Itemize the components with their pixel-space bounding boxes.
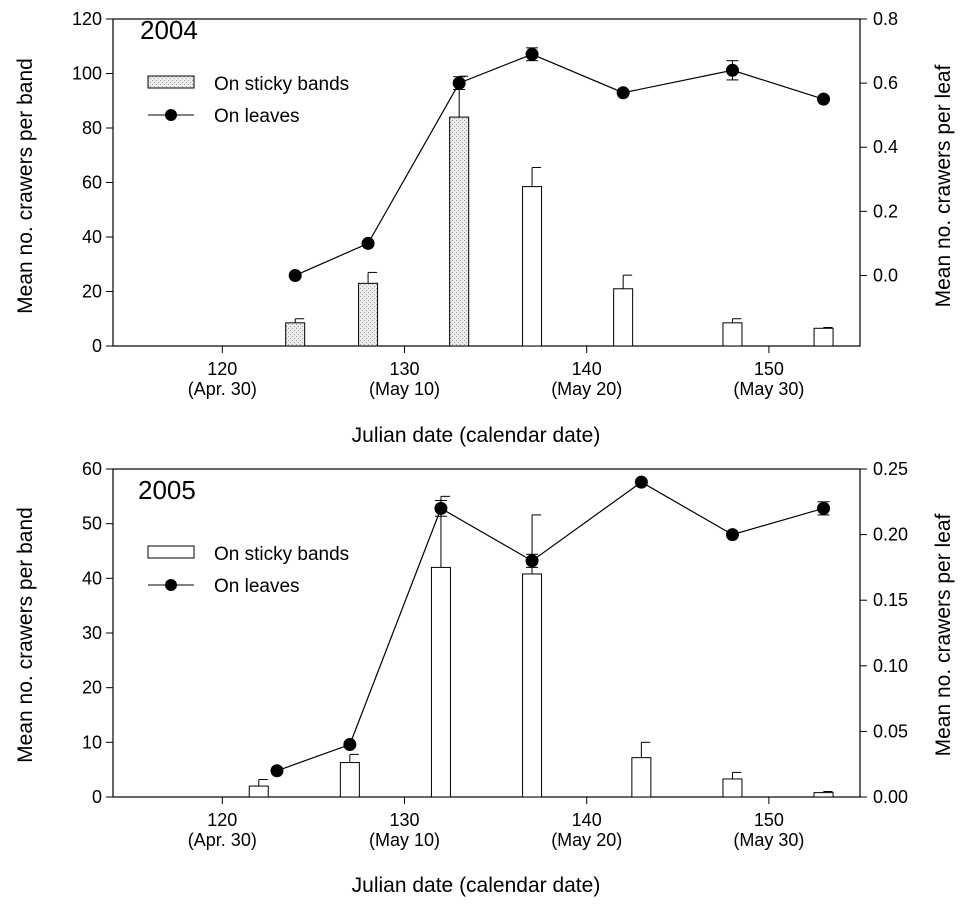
x-tick-sublabel: (Apr. 30) — [188, 830, 257, 850]
chart-panel-2005: 2005 Mean no. crawers per band Mean no. … — [14, 459, 955, 897]
x-tick-sublabel: (May 10) — [369, 379, 440, 399]
data-point — [634, 475, 648, 489]
panel-year-label: 2005 — [138, 475, 196, 505]
y-tick-label: 20 — [82, 282, 102, 302]
y2-tick-label: 0.25 — [873, 459, 908, 479]
x-tick-label: 130 — [389, 359, 419, 379]
data-point — [725, 63, 739, 77]
bar — [722, 778, 743, 798]
legend-marker — [165, 109, 177, 121]
bar — [813, 792, 834, 798]
x-tick-label: 120 — [207, 810, 237, 830]
legend-label-bands: On sticky bands — [214, 544, 349, 565]
y-axis-label: Mean no. crawers per band — [14, 58, 37, 314]
y2-tick-label: 0.4 — [873, 137, 898, 157]
x-tick-label: 150 — [754, 359, 784, 379]
data-point — [525, 47, 539, 61]
plot-frame — [112, 18, 861, 347]
legend-label-leaves: On leaves — [214, 106, 300, 127]
data-point — [817, 501, 831, 515]
y2-tick-label: 0.20 — [873, 525, 908, 545]
y2-tick-label: 0.8 — [873, 9, 898, 29]
y2-axis-label: Mean no. crawers per leaf — [932, 513, 955, 756]
bar — [631, 757, 652, 798]
y2-axis-label: Mean no. crawers per leaf — [932, 64, 955, 307]
data-point — [361, 236, 375, 250]
x-tick-sublabel: (May 30) — [733, 379, 804, 399]
x-tick-sublabel: (May 10) — [369, 830, 440, 850]
y-tick-label: 50 — [82, 514, 102, 534]
bar — [449, 116, 470, 347]
legend-label-leaves: On leaves — [214, 576, 300, 597]
axes: 0 10 20 30 40 50 60 0.00 0.05 0.10 0.15 0.20 0.25 120… — [82, 459, 908, 850]
y-tick-label: 80 — [82, 118, 102, 138]
legend-marker — [165, 579, 177, 591]
x-tick-label: 150 — [754, 810, 784, 830]
y2-tick-label: 0.0 — [873, 265, 898, 285]
bar — [522, 573, 543, 798]
line-series — [288, 47, 831, 282]
x-axis-label: Julian date (calendar date) — [352, 874, 601, 897]
y2-tick-label: 0.2 — [873, 201, 898, 221]
legend-bar-swatch — [147, 545, 195, 559]
series-line — [276, 481, 824, 772]
bar — [339, 762, 360, 798]
x-tick-sublabel: (May 30) — [733, 830, 804, 850]
x-tick-label: 120 — [207, 359, 237, 379]
y-tick-label: 40 — [82, 568, 102, 588]
x-tick-sublabel: (May 20) — [551, 830, 622, 850]
legend: On sticky bands On leaves — [147, 74, 349, 127]
y-tick-label: 20 — [82, 678, 102, 698]
x-axis-label: Julian date (calendar date) — [352, 424, 601, 447]
x-tick-label: 140 — [572, 359, 602, 379]
bar — [430, 566, 451, 798]
y-axis-label: Mean no. crawers per band — [14, 507, 37, 763]
legend-label-bands: On sticky bands — [214, 74, 349, 95]
bar-series — [285, 75, 834, 347]
x-tick-sublabel: (May 20) — [551, 379, 622, 399]
bar — [522, 186, 543, 347]
data-point — [288, 268, 302, 282]
y-tick-label: 40 — [82, 227, 102, 247]
data-point — [817, 92, 831, 106]
bar — [813, 327, 834, 347]
y2-tick-label: 0.10 — [873, 656, 908, 676]
y2-tick-label: 0.6 — [873, 73, 898, 93]
legend: On sticky bands On leaves — [147, 544, 349, 597]
bar — [248, 785, 269, 798]
y-tick-label: 60 — [82, 173, 102, 193]
chart-panel-2004: 2004 Mean no. crawers per band Mean no. … — [14, 9, 955, 447]
data-point — [343, 738, 357, 752]
bar — [722, 322, 743, 347]
y-tick-label: 0 — [92, 336, 102, 356]
data-point — [434, 501, 448, 515]
y-tick-label: 120 — [72, 9, 102, 29]
data-point — [525, 554, 539, 568]
data-point — [616, 86, 630, 100]
x-tick-label: 130 — [389, 810, 419, 830]
y-tick-label: 10 — [82, 732, 102, 752]
data-point — [452, 76, 466, 90]
bar — [613, 288, 634, 347]
x-tick-sublabel: (Apr. 30) — [188, 379, 257, 399]
y-tick-label: 30 — [82, 623, 102, 643]
y-tick-label: 60 — [82, 459, 102, 479]
data-point — [270, 764, 284, 778]
y2-tick-label: 0.15 — [873, 590, 908, 610]
y2-tick-label: 0.00 — [873, 787, 908, 807]
legend-bar-swatch — [147, 75, 195, 89]
y2-tick-label: 0.05 — [873, 721, 908, 741]
panel-year-label: 2004 — [140, 15, 198, 45]
bar — [285, 322, 306, 347]
line-series — [270, 475, 831, 778]
data-point — [725, 528, 739, 542]
plot-frame — [112, 468, 861, 798]
y-tick-label: 100 — [72, 64, 102, 84]
bar-series — [248, 495, 834, 798]
bar — [358, 282, 379, 347]
y-tick-label: 0 — [92, 787, 102, 807]
x-tick-label: 140 — [572, 810, 602, 830]
